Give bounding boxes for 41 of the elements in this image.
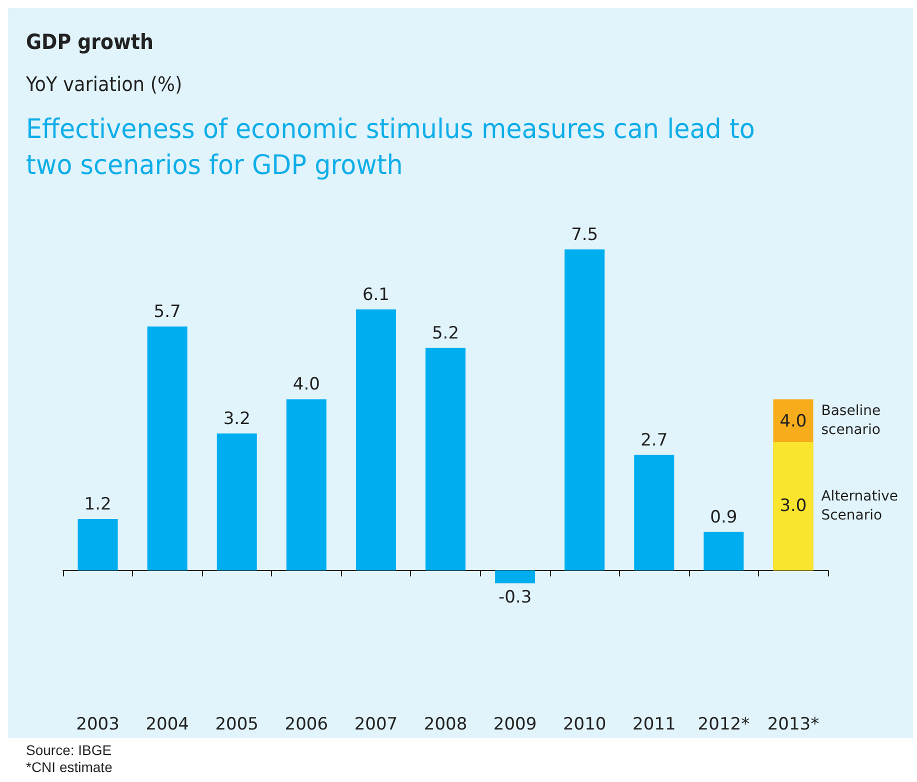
data-label: 7.5 bbox=[571, 224, 598, 245]
data-label: 1.2 bbox=[84, 494, 112, 515]
bar bbox=[286, 399, 326, 570]
x-tick-label: 2012* bbox=[698, 714, 750, 734]
x-tick-label: 2013* bbox=[767, 714, 820, 734]
bar bbox=[704, 532, 744, 570]
bar bbox=[634, 454, 674, 570]
x-tick-label: 2003 bbox=[76, 714, 120, 734]
x-tick-label: 2011 bbox=[632, 714, 676, 734]
text: Effectiveness of economic stimulus measures can lead to two scenarios for GDP growth bbox=[26, 113, 756, 183]
bar bbox=[773, 442, 814, 570]
x-tick-label: 2007 bbox=[354, 714, 398, 734]
data-label: -0.3 bbox=[498, 588, 532, 608]
source-note: Source: IBGE bbox=[26, 742, 112, 759]
chart-subtitle: YoY variation (%) bbox=[26, 72, 182, 96]
x-tick-label: 2004 bbox=[146, 714, 189, 734]
bar bbox=[356, 309, 396, 570]
x-tick-label: 2009 bbox=[493, 714, 537, 734]
data-label: 4.0 bbox=[292, 374, 320, 395]
data-label: 5.7 bbox=[154, 302, 181, 322]
data-label: 3.2 bbox=[223, 408, 250, 429]
data-label: 3.0 bbox=[780, 496, 807, 516]
x-tick-label: 2005 bbox=[215, 714, 258, 734]
series-label: Baseline scenario bbox=[821, 403, 881, 438]
bar bbox=[564, 249, 605, 570]
bar bbox=[78, 519, 118, 570]
bar bbox=[216, 433, 257, 570]
x-tick-label: 2008 bbox=[424, 714, 468, 734]
bar bbox=[495, 570, 536, 584]
data-label: 0.9 bbox=[710, 507, 738, 528]
x-tick-label: 2010 bbox=[562, 714, 606, 734]
data-label: 2.7 bbox=[640, 430, 668, 450]
data-label: 6.1 bbox=[362, 284, 390, 305]
bar bbox=[147, 326, 188, 570]
data-label: 4.0 bbox=[780, 412, 807, 432]
series-label: Alternative Scenario bbox=[821, 488, 898, 524]
data-label: 5.2 bbox=[432, 323, 460, 344]
chart-title: GDP growth bbox=[26, 30, 154, 54]
bar bbox=[426, 348, 466, 570]
text: *CNI estimate bbox=[26, 759, 112, 776]
x-tick-label: 2006 bbox=[284, 714, 328, 734]
